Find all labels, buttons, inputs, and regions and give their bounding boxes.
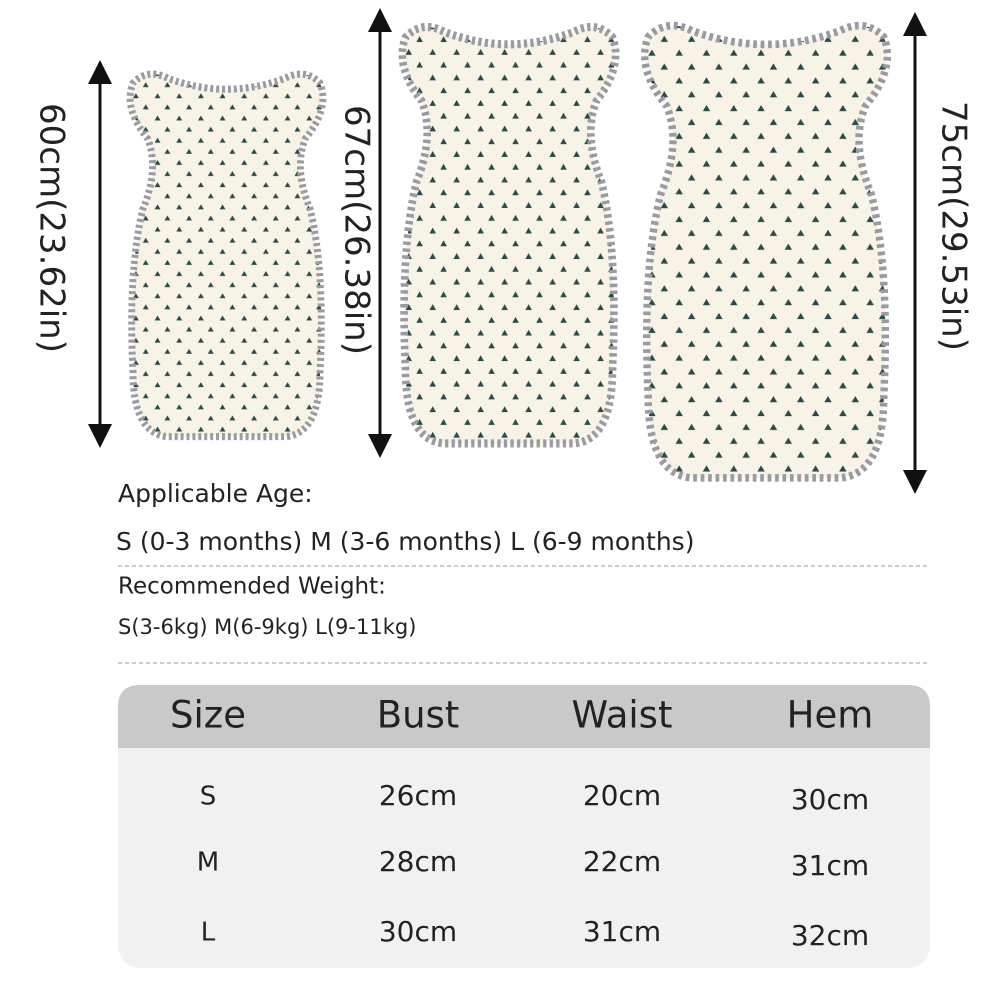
sack-medium — [402, 27, 615, 443]
size-label: 75cm(29.53in) — [934, 101, 974, 351]
table-cell: 31cm — [791, 849, 869, 882]
header-cell: Bust — [377, 694, 460, 737]
table-body — [118, 685, 930, 968]
table-cell: S — [200, 782, 217, 812]
sack-small — [130, 74, 323, 437]
age-title: Applicable Age: — [118, 479, 313, 508]
header-cell: Hem — [787, 694, 874, 737]
table-cell: 20cm — [583, 779, 661, 812]
table-cell: 32cm — [791, 919, 869, 952]
sack-large — [645, 26, 888, 478]
header-cell: Size — [170, 694, 246, 737]
weight-text: S(3-6kg) M(6-9kg) L(9-11kg) — [118, 615, 416, 639]
size-label: 60cm(23.62in) — [32, 103, 72, 353]
table-cell: 31cm — [583, 915, 661, 948]
table-cell: 30cm — [379, 915, 457, 948]
weight-title: Recommended Weight: — [118, 574, 386, 600]
table-cell: 26cm — [379, 779, 457, 812]
table-cell: M — [197, 848, 219, 878]
table-cell: 30cm — [791, 783, 869, 816]
age-text: S (0-3 months) M (3-6 months) L (6-9 mon… — [116, 527, 694, 556]
size-table: Size Bust Waist Hem S 26cm 20cm 30cm M 28cm 22cm 31… — [118, 685, 930, 968]
table-cell: L — [201, 918, 216, 948]
table-header — [118, 685, 930, 748]
table-cell: 22cm — [583, 845, 661, 878]
table-cell: 28cm — [379, 845, 457, 878]
header-cell: Waist — [572, 694, 673, 737]
size-label: 67cm(26.38in) — [337, 105, 377, 355]
